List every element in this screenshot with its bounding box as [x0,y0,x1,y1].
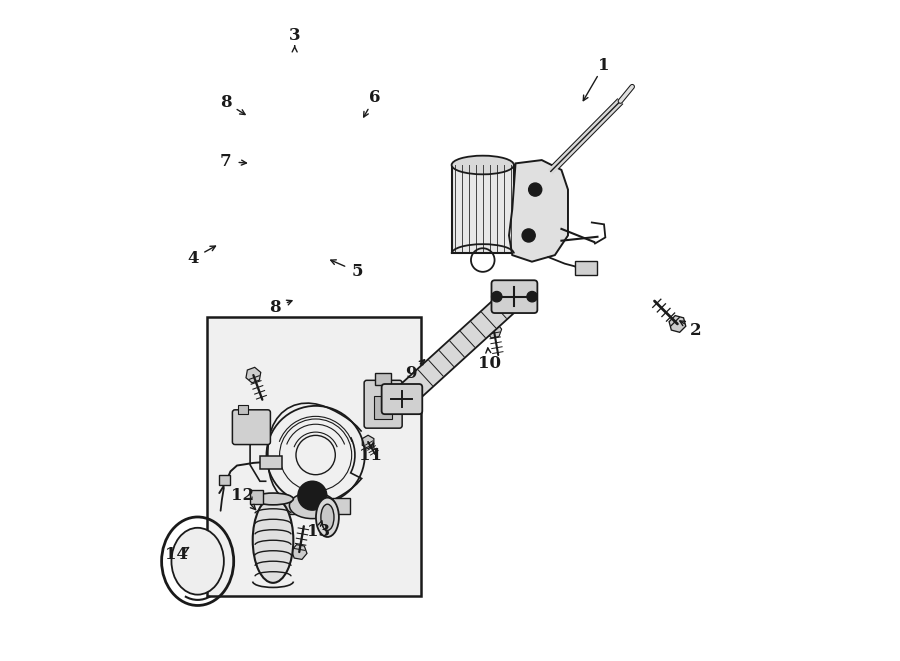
Text: 10: 10 [478,355,500,371]
Circle shape [528,183,542,196]
Ellipse shape [253,498,293,583]
Bar [260,455,282,469]
Bar [238,405,248,414]
Bar [208,317,420,596]
Polygon shape [292,545,307,559]
Text: 4: 4 [187,250,199,267]
Text: 7: 7 [220,153,231,170]
Bar [375,373,391,385]
Ellipse shape [290,492,336,519]
Polygon shape [246,368,261,383]
Bar [280,498,302,514]
Text: 14: 14 [166,546,188,563]
Circle shape [491,292,502,302]
Ellipse shape [316,498,339,537]
Polygon shape [392,286,525,410]
FancyBboxPatch shape [232,410,270,445]
Polygon shape [509,160,568,262]
Polygon shape [486,323,501,338]
Text: 8: 8 [269,299,281,316]
Bar [574,261,598,276]
Text: 3: 3 [289,27,301,44]
Bar [220,475,230,485]
Ellipse shape [253,493,293,505]
Bar [250,490,263,504]
FancyBboxPatch shape [491,280,537,313]
Circle shape [522,229,536,242]
Polygon shape [363,435,374,449]
Circle shape [526,232,532,239]
Text: 6: 6 [369,89,381,106]
Circle shape [298,481,327,510]
Bar [374,396,392,419]
Bar [452,165,514,253]
Text: 8: 8 [220,94,231,111]
Bar [328,498,350,514]
Text: 12: 12 [230,487,254,504]
Text: 11: 11 [358,447,382,463]
Ellipse shape [171,527,224,595]
Text: 13: 13 [307,524,330,540]
Text: 2: 2 [690,322,702,339]
Circle shape [306,489,319,502]
Circle shape [526,292,537,302]
Ellipse shape [321,504,334,530]
Polygon shape [669,315,686,332]
FancyBboxPatch shape [382,384,422,414]
Text: 5: 5 [351,263,363,280]
Ellipse shape [452,155,514,175]
Text: 1: 1 [598,57,610,73]
Circle shape [532,186,538,193]
FancyBboxPatch shape [364,380,402,428]
Text: 9: 9 [405,365,417,381]
